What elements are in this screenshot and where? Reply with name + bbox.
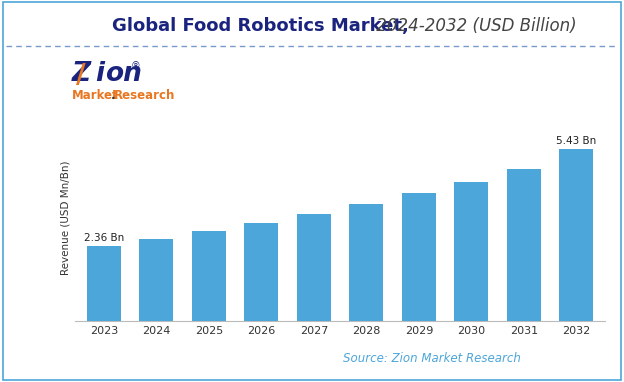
Bar bbox=[559, 149, 593, 321]
Bar bbox=[507, 168, 541, 321]
Bar bbox=[87, 246, 121, 321]
Text: 2024-2032 (USD Billion): 2024-2032 (USD Billion) bbox=[371, 17, 577, 35]
Text: Research: Research bbox=[114, 89, 175, 102]
Text: Global Food Robotics Market,: Global Food Robotics Market, bbox=[112, 17, 409, 35]
Bar bbox=[454, 181, 489, 321]
Text: i: i bbox=[95, 61, 104, 87]
Text: .: . bbox=[110, 89, 115, 102]
Text: ®: ® bbox=[131, 61, 141, 71]
Text: 2.36 Bn: 2.36 Bn bbox=[84, 233, 124, 243]
Text: 5.43 Bn: 5.43 Bn bbox=[556, 136, 597, 146]
Text: Source: Zion Market Research: Source: Zion Market Research bbox=[343, 352, 521, 365]
Bar bbox=[244, 223, 278, 321]
Text: CAGR : 9.70%: CAGR : 9.70% bbox=[83, 351, 179, 365]
Bar bbox=[349, 204, 383, 321]
Bar bbox=[192, 231, 226, 321]
Text: on: on bbox=[105, 61, 142, 87]
Bar bbox=[297, 214, 331, 321]
Text: Market: Market bbox=[72, 89, 119, 102]
Y-axis label: Revenue (USD Mn/Bn): Revenue (USD Mn/Bn) bbox=[61, 160, 71, 275]
Bar bbox=[139, 239, 173, 321]
Bar bbox=[402, 193, 436, 321]
Text: /: / bbox=[76, 63, 85, 89]
Text: Z: Z bbox=[72, 61, 91, 87]
